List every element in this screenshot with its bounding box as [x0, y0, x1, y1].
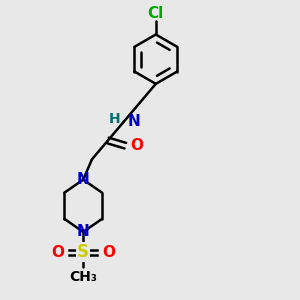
Text: O: O: [102, 245, 116, 260]
Text: CH₃: CH₃: [69, 270, 97, 284]
Text: O: O: [130, 138, 143, 153]
Text: O: O: [51, 245, 64, 260]
Text: H: H: [109, 112, 120, 126]
Text: S: S: [77, 243, 89, 261]
Text: N: N: [77, 224, 90, 239]
Text: N: N: [77, 172, 90, 187]
Text: N: N: [128, 114, 140, 129]
Text: Cl: Cl: [148, 6, 164, 21]
